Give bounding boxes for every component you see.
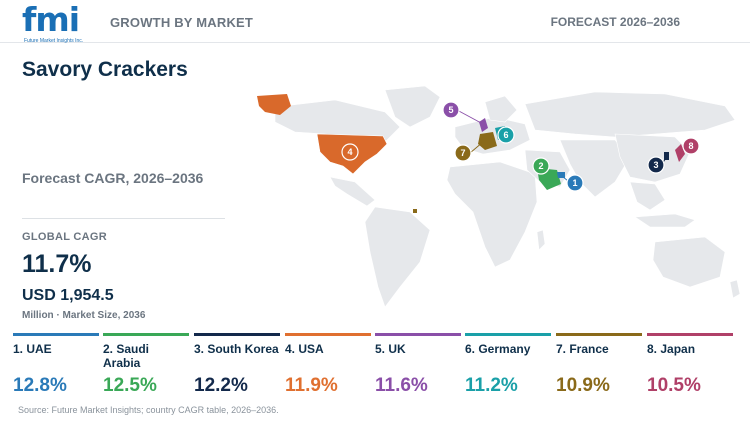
country-cagr: 11.2% [465,375,518,396]
logo-text: fmi [22,0,80,39]
map-marker-japan[interactable]: 8 [682,137,700,155]
marker-label: 7 [460,148,465,158]
page-title: Savory Crackers [22,58,188,81]
global-cagr-value: 11.7% [22,250,92,278]
market-size-unit: Million · Market Size, 2036 [22,310,146,321]
fmi-logo[interactable]: fmi Future Market Insights Inc. [22,2,92,46]
country-cagr: 10.5% [647,375,701,396]
country-color-bar [13,333,99,336]
marker-label: 1 [572,178,577,188]
map-marker-france[interactable]: 7 [454,144,472,162]
country-color-bar [556,333,642,336]
country-cagr-list: 1. UAE 12.8% 2. Saudi Arabia 12.5% 3. So… [0,333,750,403]
map-marker-uk[interactable]: 5 [442,101,460,119]
country-name: 4. USA [285,342,324,356]
marker-label: 2 [538,161,543,171]
source-note: Source: Future Market Insights; country … [18,405,279,415]
country-card-france[interactable]: 7. France 10.9% [556,333,642,403]
country-cagr: 12.8% [13,375,67,396]
country-card-south-korea[interactable]: 3. South Korea 12.2% [194,333,280,403]
country-name: 6. Germany [465,342,531,356]
map-marker-south-korea[interactable]: 3 [647,156,665,174]
marker-label: 3 [653,160,658,170]
country-color-bar [465,333,551,336]
country-cagr: 11.6% [375,375,428,396]
country-name: 1. UAE [13,342,52,356]
country-name: 7. France [556,342,609,356]
country-card-japan[interactable]: 8. Japan 10.5% [647,333,733,403]
header: fmi Future Market Insights Inc. GROWTH B… [0,0,750,46]
forecast-subtitle: Forecast CAGR, 2026–2036 [22,170,204,186]
marker-label: 4 [347,147,352,157]
marker-label: 8 [688,141,693,151]
marker-label: 5 [448,105,453,115]
country-card-uk[interactable]: 5. UK 11.6% [375,333,461,403]
logo-subtext: Future Market Insights Inc. [24,38,84,44]
map-marker-usa[interactable]: 4 [341,143,359,161]
map-marker-germany[interactable]: 6 [497,126,515,144]
country-color-bar [647,333,733,336]
map-marker-uae[interactable]: 1 [566,174,584,192]
marker-label: 6 [503,130,508,140]
country-color-bar [375,333,461,336]
map-marker-saudi-arabia[interactable]: 2 [532,157,550,175]
country-card-germany[interactable]: 6. Germany 11.2% [465,333,551,403]
market-size-value: USD 1,954.5 [22,287,114,304]
world-map: 4 5 6 7 2 1 3 8 [257,85,741,308]
country-card-saudi-arabia[interactable]: 2. Saudi Arabia 12.5% [103,333,189,403]
country-name: 5. UK [375,342,406,356]
country-cagr: 12.2% [194,375,248,396]
country-card-usa[interactable]: 4. USA 11.9% [285,333,371,403]
forecast-period-label: FORECAST 2026–2036 [550,15,680,29]
country-cagr: 12.5% [103,375,157,396]
country-card-uae[interactable]: 1. UAE 12.8% [13,333,99,403]
country-cagr: 11.9% [285,375,338,396]
divider [22,218,225,219]
country-name: 3. South Korea [194,342,279,356]
country-cagr: 10.9% [556,375,610,396]
country-color-bar [285,333,371,336]
country-color-bar [194,333,280,336]
growth-by-market-label: GROWTH BY MARKET [110,15,254,30]
country-color-bar [103,333,189,336]
country-name: 8. Japan [647,342,696,356]
global-cagr-label: GLOBAL CAGR [22,231,107,243]
country-name: 2. Saudi Arabia [103,342,150,370]
